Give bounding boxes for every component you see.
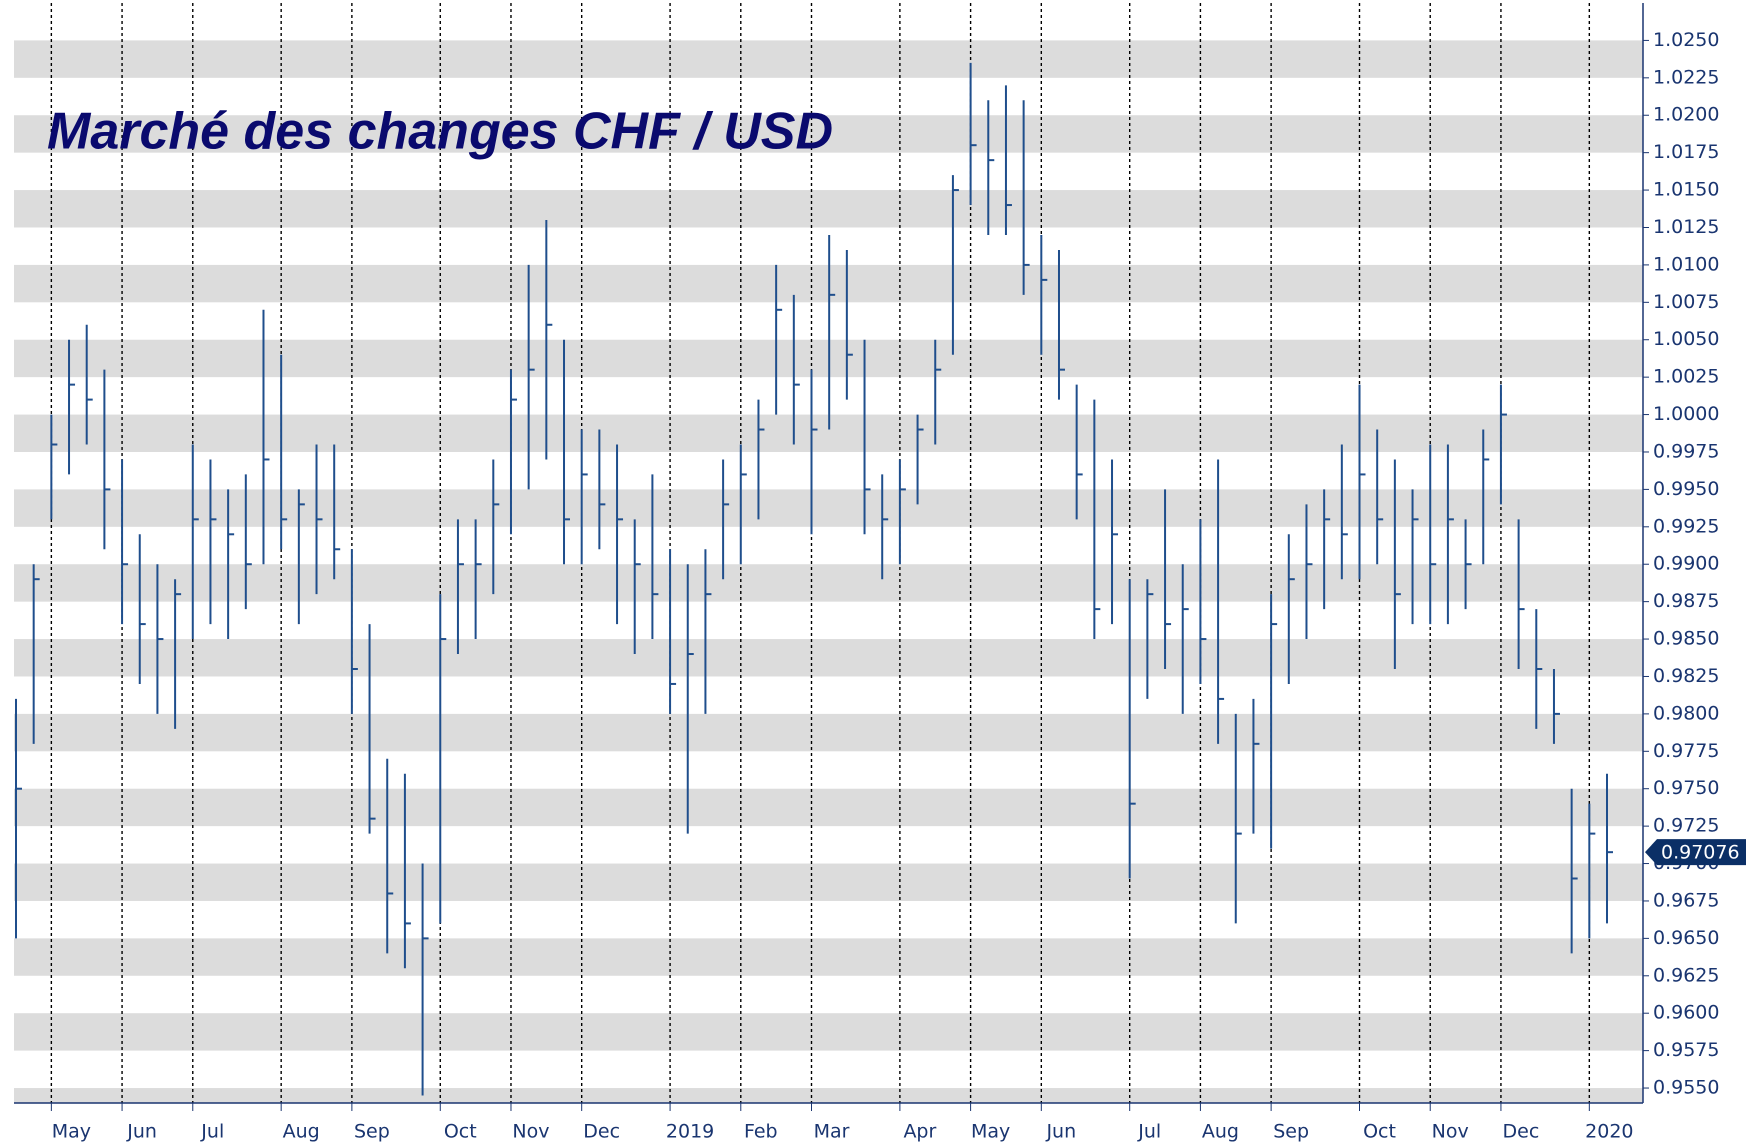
x-tick-label: Dec xyxy=(1503,1121,1540,1143)
bands xyxy=(14,40,1643,1103)
x-tick-label: Sep xyxy=(354,1121,390,1143)
y-tick-label: 1.0250 xyxy=(1653,29,1719,51)
x-tick-label: Mar xyxy=(814,1121,850,1143)
x-tick-label: Aug xyxy=(283,1121,320,1143)
y-tick-label: 0.9625 xyxy=(1653,964,1719,986)
grid-band xyxy=(14,190,1643,228)
x-tick-label: Oct xyxy=(1363,1121,1396,1143)
x-tick-label: May xyxy=(52,1121,91,1143)
y-tick-label: 0.9550 xyxy=(1653,1077,1719,1099)
grid-band xyxy=(14,564,1643,602)
chart-title: Marché des changes CHF / USD xyxy=(47,103,833,161)
y-tick-label: 1.0175 xyxy=(1653,141,1719,163)
y-tick-label: 0.9925 xyxy=(1653,515,1719,537)
y-tick-label: 0.9975 xyxy=(1653,440,1719,462)
x-tick-label: 2020 xyxy=(1585,1121,1633,1143)
x-tick-label: May xyxy=(971,1121,1010,1143)
y-tick-label: 0.9950 xyxy=(1653,478,1719,500)
y-tick-label: 1.0100 xyxy=(1653,253,1719,275)
y-tick-label: 0.9825 xyxy=(1653,665,1719,687)
y-tick-label: 0.9725 xyxy=(1653,815,1719,837)
y-tick-label: 0.9575 xyxy=(1653,1039,1719,1061)
x-tick-label: Apr xyxy=(903,1121,936,1143)
y-tick-label: 0.9850 xyxy=(1653,628,1719,650)
x-tick-label: Nov xyxy=(512,1121,549,1143)
x-tick-label: Nov xyxy=(1432,1121,1469,1143)
x-tick-label: Feb xyxy=(744,1121,778,1143)
y-tick-label: 1.0125 xyxy=(1653,216,1719,238)
x-tick-label: 2019 xyxy=(666,1121,714,1143)
x-tick-label: Sep xyxy=(1273,1121,1309,1143)
grid-band xyxy=(14,115,1643,153)
grid-band xyxy=(14,489,1643,527)
x-tick-label: Jun xyxy=(126,1121,157,1143)
y-tick-label: 1.0200 xyxy=(1653,104,1719,126)
x-tick-label: Dec xyxy=(583,1121,620,1143)
axes: 0.9550 0.9575 0.9600 0.9625 0.9650 0.9675 0.97… xyxy=(14,3,1746,1143)
grid-band xyxy=(14,40,1643,78)
y-tick-label: 1.0050 xyxy=(1653,328,1719,350)
bars xyxy=(15,62,1613,1096)
x-tick-label: Jul xyxy=(1137,1121,1161,1143)
y-tick-label: 1.0000 xyxy=(1653,403,1719,425)
grid-band xyxy=(14,1013,1643,1051)
grid-band xyxy=(14,639,1643,677)
y-tick-label: 1.0025 xyxy=(1653,366,1719,388)
last-price-label: 0.97076 xyxy=(1661,842,1740,864)
y-tick-label: 1.0225 xyxy=(1653,66,1719,88)
y-tick-label: 0.9900 xyxy=(1653,553,1719,575)
last-price-box xyxy=(1645,839,1746,866)
y-tick-label: 0.9775 xyxy=(1653,740,1719,762)
x-tick-label: Jul xyxy=(200,1121,224,1143)
grid-band xyxy=(14,1088,1643,1103)
y-tick-label: 1.0150 xyxy=(1653,179,1719,201)
y-tick-label: 0.9800 xyxy=(1653,702,1719,724)
x-tick-label: Aug xyxy=(1202,1121,1239,1143)
x-tick-label: Oct xyxy=(444,1121,477,1143)
y-tick-label: 0.9750 xyxy=(1653,777,1719,799)
y-tick-label: 0.9675 xyxy=(1653,889,1719,911)
y-tick-label: 0.9650 xyxy=(1653,927,1719,949)
y-tick-label: 1.0075 xyxy=(1653,291,1719,313)
x-tick-label: Jun xyxy=(1045,1121,1076,1143)
grid-band xyxy=(14,788,1643,827)
y-tick-label: 0.9875 xyxy=(1653,590,1719,612)
grid-band xyxy=(14,713,1643,752)
y-tick-label: 0.9600 xyxy=(1653,1002,1719,1024)
grid-band xyxy=(14,938,1643,976)
grid-band xyxy=(14,863,1643,901)
